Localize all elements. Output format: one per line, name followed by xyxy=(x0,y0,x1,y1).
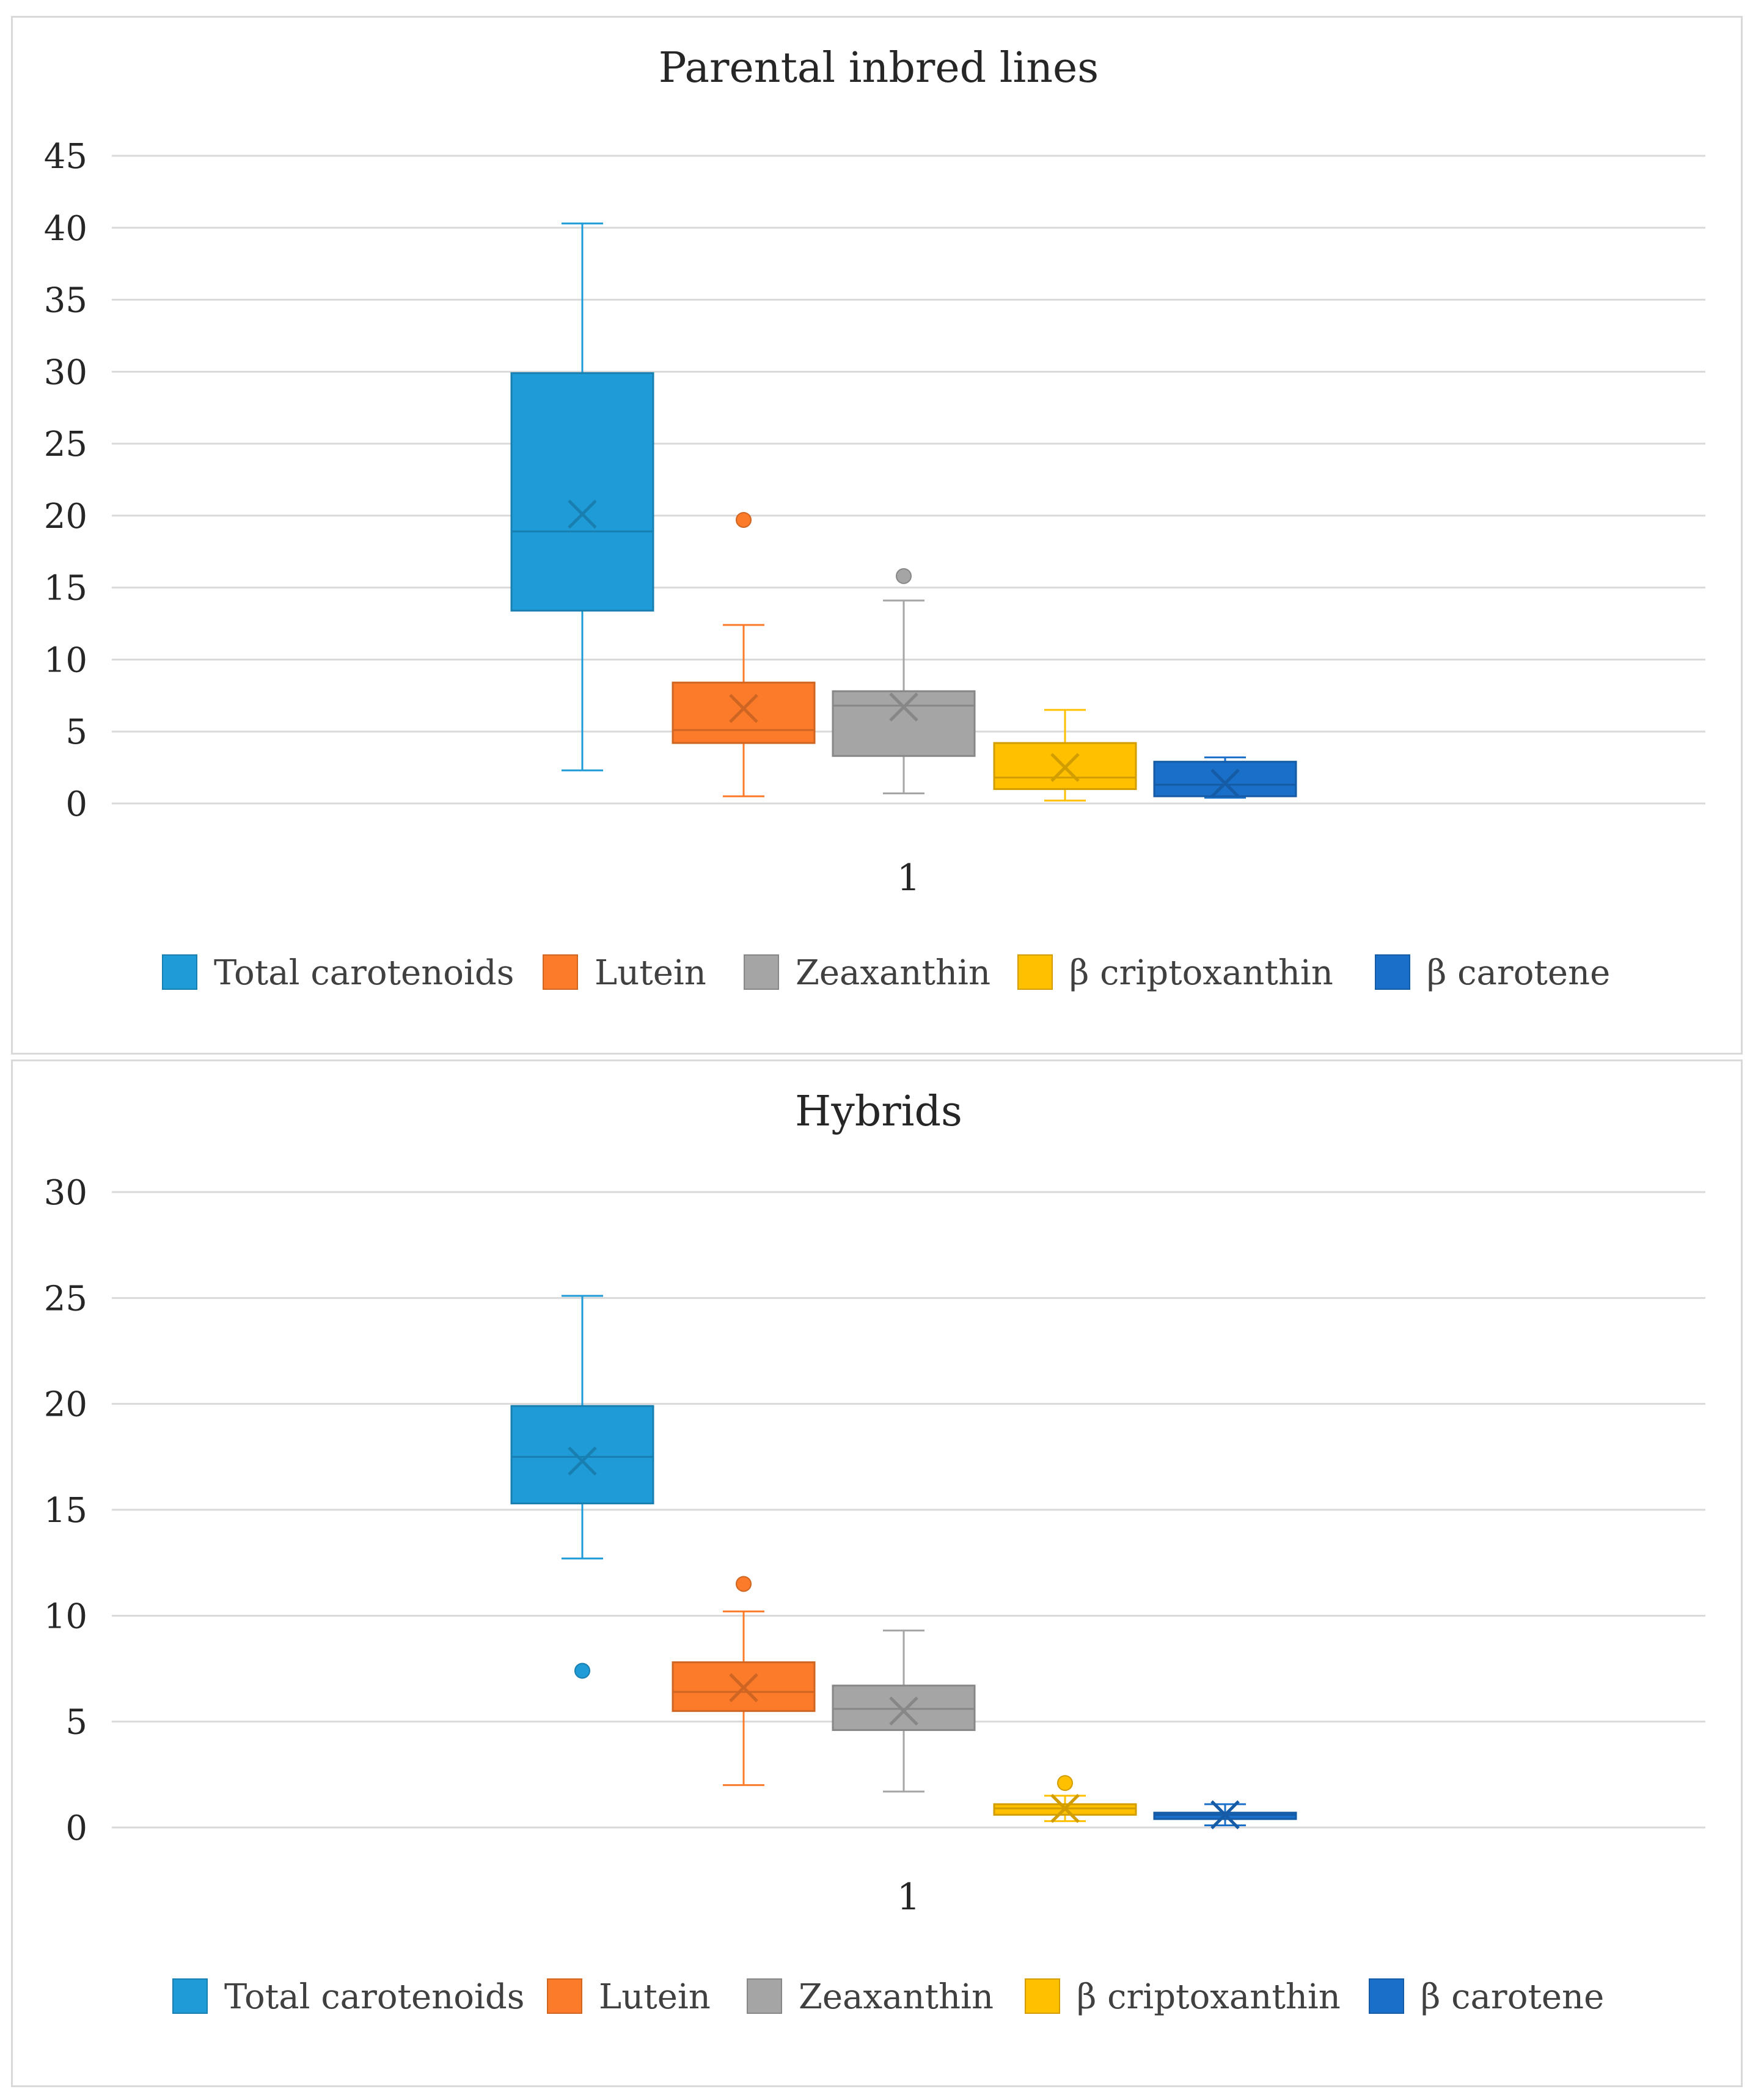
legend-label-lutein: Lutein xyxy=(599,1977,711,2017)
y-tick-label: 30 xyxy=(44,353,87,392)
chart-title: Hybrids xyxy=(795,1088,962,1136)
y-tick-label: 35 xyxy=(44,281,87,321)
legend-swatch-total-carotenoids xyxy=(172,1978,208,2014)
y-tick-label: 45 xyxy=(44,137,87,177)
outlier-point xyxy=(1057,1775,1073,1791)
legend-swatch-beta-carotene xyxy=(1369,1978,1404,2014)
outlier-point xyxy=(736,511,752,528)
box-iqr xyxy=(510,1405,654,1505)
mean-marker xyxy=(729,1673,758,1702)
legend-swatch-beta-criptoxanthin xyxy=(1017,954,1053,990)
y-tick-label: 10 xyxy=(44,640,87,680)
mean-marker xyxy=(1210,1800,1240,1829)
box-iqr xyxy=(672,681,816,744)
chart-parental-inbred-lines: Parental inbred lines 0 5 10 15 20 25 30 35 40 45 1… xyxy=(44,44,1705,993)
legend-swatch-zeaxanthin xyxy=(747,1978,782,2014)
legend-swatch-beta-criptoxanthin xyxy=(1025,1978,1060,2014)
legend-label-lutein: Lutein xyxy=(595,953,706,993)
chart-panel-hybrids: Hybrids 0 5 10 15 20 25 30 1 Total carotenoids Lut… xyxy=(11,1059,1743,2087)
legend-swatch-total-carotenoids xyxy=(162,954,197,990)
y-tick-label: 20 xyxy=(44,497,87,536)
chart-title: Parental inbred lines xyxy=(659,44,1099,92)
legend-label-total-carotenoids: Total carotenoids xyxy=(214,953,514,993)
legend-swatch-lutein xyxy=(543,954,578,990)
mean-marker xyxy=(889,1696,918,1726)
outlier-point xyxy=(574,1663,590,1679)
y-tick-label: 15 xyxy=(44,569,87,609)
box-total-carotenoids xyxy=(510,222,654,772)
box-zeaxanthin xyxy=(832,1630,976,1793)
y-tick-label: 10 xyxy=(44,1597,87,1636)
box-lutein xyxy=(672,511,816,797)
y-tick-label: 20 xyxy=(44,1385,87,1425)
y-tick-label: 15 xyxy=(44,1491,87,1531)
mean-marker xyxy=(1050,753,1080,782)
legend-label-beta-carotene: β carotene xyxy=(1421,1977,1604,2017)
legend-swatch-beta-carotene xyxy=(1375,954,1410,990)
mean-marker xyxy=(1210,769,1240,798)
legend-label-zeaxanthin: Zeaxanthin xyxy=(796,953,990,993)
y-tick-label: 5 xyxy=(65,712,87,752)
box-iqr xyxy=(1153,761,1297,797)
legend-label-total-carotenoids: Total carotenoids xyxy=(224,1977,524,2017)
box-beta-criptoxanthin xyxy=(993,709,1137,802)
box-iqr xyxy=(832,1685,976,1732)
y-tick-label: 5 xyxy=(65,1703,87,1743)
box-iqr xyxy=(510,372,654,612)
y-tick-label: 0 xyxy=(65,1809,87,1848)
y-tick-label: 0 xyxy=(65,785,87,824)
outlier-point xyxy=(896,568,912,584)
chart-panel-parental: Parental inbred lines 0 5 10 15 20 25 30 35 40 45 1… xyxy=(11,16,1743,1055)
box-beta-criptoxanthin xyxy=(993,1775,1137,1823)
legend-label-zeaxanthin: Zeaxanthin xyxy=(799,1977,994,2017)
legend-label-beta-criptoxanthin: β criptoxanthin xyxy=(1077,1977,1341,2017)
x-category-label: 1 xyxy=(897,1876,920,1919)
chart-hybrids: Hybrids 0 5 10 15 20 25 30 1 Total carotenoids Lut… xyxy=(44,1088,1705,2017)
mean-marker xyxy=(889,692,918,722)
box-iqr xyxy=(832,690,976,757)
box-total-carotenoids xyxy=(510,1295,654,1679)
mean-marker xyxy=(568,499,597,529)
mean-marker xyxy=(568,1446,597,1476)
x-category-label: 1 xyxy=(897,857,920,899)
box-beta-carotene xyxy=(1153,1800,1297,1829)
legend-swatch-lutein xyxy=(547,1978,582,2014)
box-zeaxanthin xyxy=(832,568,976,795)
mean-marker xyxy=(1050,1794,1080,1823)
mean-marker xyxy=(729,693,758,723)
outlier-point xyxy=(736,1576,752,1592)
y-tick-label: 25 xyxy=(44,425,87,464)
y-tick-label: 25 xyxy=(44,1279,87,1319)
box-beta-carotene xyxy=(1153,756,1297,799)
y-tick-label: 40 xyxy=(44,209,87,249)
legend-swatch-zeaxanthin xyxy=(744,954,779,990)
legend-label-beta-criptoxanthin: β criptoxanthin xyxy=(1069,953,1333,993)
box-lutein xyxy=(672,1576,816,1787)
y-tick-label: 30 xyxy=(44,1173,87,1213)
legend-label-beta-carotene: β carotene xyxy=(1427,953,1610,993)
